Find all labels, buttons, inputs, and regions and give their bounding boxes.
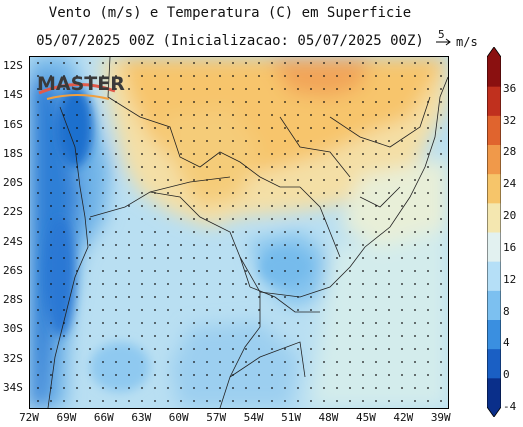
lat-tick-label: 34S [3,380,23,394]
lat-tick-label: 28S [3,293,23,307]
colorbar-min-arrow [487,407,501,417]
lon-tick-label: 45W [355,411,376,424]
wind-vector-legend: 5 m/s [436,28,496,51]
colorbar-segment [487,86,501,116]
colorbar-tick-label: 20 [503,209,517,223]
lon-tick-label: 54W [243,411,264,424]
lat-tick-label: 20S [3,176,23,190]
colorbar-tick-label: 24 [503,177,517,191]
logo-swoosh-icon [38,82,116,100]
lat-tick-label: 30S [3,322,23,336]
lon-tick-label: 60W [168,411,189,424]
lon-tick-label: 66W [93,411,114,424]
title-line-2: 05/07/2025 00Z (Inicializacao: 05/07/202… [36,33,424,49]
colorbar-segment [487,319,501,350]
title-line-1: Vento (m/s) e Temperatura (C) em Superfi… [48,5,412,21]
vector-unit: m/s [456,35,478,49]
colorbar-segment [487,202,501,233]
lat-tick-label: 26S [3,263,23,277]
lat-tick-label: 22S [3,205,23,219]
colorbar-tick-label: -4 [503,400,517,413]
lon-tick-label: 51W [281,411,301,424]
colorbar-segment [487,144,501,175]
colorbar-segment [487,232,501,262]
colorbar-tick-label: 0 [503,368,510,382]
lat-tick-label: 14S [3,88,23,102]
master-logo: MASTER [37,71,125,105]
colorbar-segment [487,290,501,320]
lat-tick-label: 32S [3,351,23,365]
boundaries [47,57,448,408]
colorbar-tick-label: 8 [503,304,510,318]
lon-tick-label: 63W [131,411,152,424]
colorbar-segment [487,57,501,87]
colorbar-tick-label: 4 [503,336,510,350]
arrow-icon [436,38,451,46]
colorbar-tick-label: 28 [503,145,517,159]
colorbar-tick-label: 36 [503,81,517,95]
lon-tick-label: 72W [19,411,39,424]
lon-tick-label: 69W [56,411,77,424]
lat-tick-label: 16S [3,117,23,131]
lon-tick-label: 57W [206,411,227,424]
lon-tick-label: 48W [318,411,339,424]
map-panel [29,56,449,409]
lat-tick-label: 12S [3,59,23,73]
lon-tick-label: 42W [393,411,414,424]
colorbar-segment [487,377,501,408]
lat-tick-label: 24S [3,234,23,248]
temperature-map [30,57,448,408]
colorbar-tick-label: 12 [503,272,517,286]
colorbar-segment [487,115,501,145]
vector-scale-value: 5 [438,28,445,41]
lon-tick-label: 39W [430,411,451,424]
colorbar-tick-label: 16 [503,240,517,254]
colorbar-segment [487,261,501,291]
colorbar [487,47,501,417]
logo-text: MASTER [37,73,125,95]
colorbar-segment [487,348,501,379]
lat-tick-label: 18S [3,146,23,160]
colorbar-tick-label: 32 [503,113,517,127]
colorbar-segment [487,173,501,204]
wind-vectors [37,62,442,402]
colorbar-max-arrow [487,47,501,57]
